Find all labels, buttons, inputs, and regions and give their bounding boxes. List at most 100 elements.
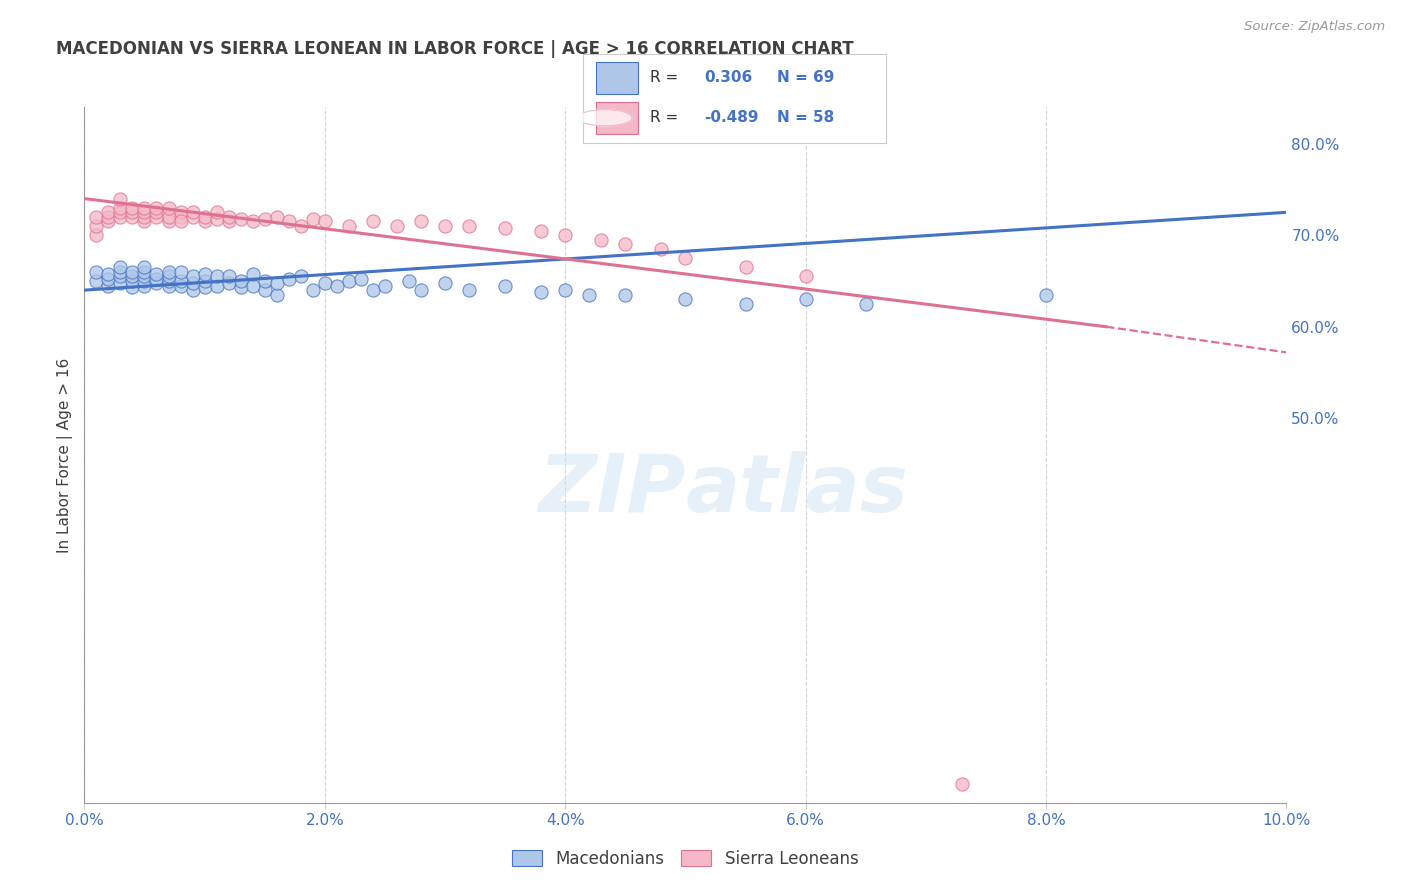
Point — [134, 274, 156, 288]
Point — [290, 219, 312, 233]
FancyBboxPatch shape — [596, 62, 638, 94]
Point — [218, 210, 240, 224]
Point — [253, 211, 276, 226]
Point — [169, 278, 191, 293]
Point — [194, 274, 217, 288]
Point — [194, 210, 217, 224]
Point — [110, 210, 132, 224]
Point — [121, 265, 143, 279]
Point — [385, 219, 408, 233]
Point — [110, 269, 132, 284]
Text: R =: R = — [650, 70, 683, 85]
Point — [218, 214, 240, 228]
Point — [530, 285, 553, 299]
Point — [494, 278, 516, 293]
Point — [121, 210, 143, 224]
Point — [110, 260, 132, 275]
Point — [242, 267, 264, 281]
Point — [205, 269, 228, 284]
Point — [409, 214, 432, 228]
Point — [181, 269, 204, 284]
Point — [157, 214, 180, 228]
Point — [337, 219, 360, 233]
Point — [229, 280, 252, 294]
Text: R =: R = — [650, 111, 683, 125]
Point — [181, 283, 204, 297]
Point — [86, 265, 108, 279]
Point — [86, 228, 108, 243]
Point — [121, 274, 143, 288]
Text: N = 58: N = 58 — [778, 111, 834, 125]
Point — [434, 219, 457, 233]
Point — [134, 214, 156, 228]
Point — [205, 211, 228, 226]
Point — [181, 205, 204, 219]
Point — [134, 205, 156, 219]
Point — [110, 192, 132, 206]
Point — [97, 205, 120, 219]
Point — [205, 205, 228, 219]
Point — [337, 274, 360, 288]
Legend: Macedonians, Sierra Leoneans: Macedonians, Sierra Leoneans — [506, 843, 865, 874]
Point — [301, 211, 323, 226]
Point — [675, 251, 697, 265]
Point — [361, 283, 384, 297]
Text: ZIP: ZIP — [538, 450, 686, 529]
Text: N = 69: N = 69 — [778, 70, 834, 85]
Point — [121, 280, 143, 294]
Point — [121, 205, 143, 219]
Point — [97, 278, 120, 293]
Point — [121, 201, 143, 215]
Point — [97, 210, 120, 224]
Point — [266, 287, 288, 301]
Point — [326, 278, 349, 293]
Point — [194, 280, 217, 294]
Point — [157, 269, 180, 284]
Point — [218, 269, 240, 284]
Point — [157, 210, 180, 224]
Point — [458, 283, 481, 297]
Point — [950, 777, 973, 791]
Point — [110, 276, 132, 290]
Point — [157, 278, 180, 293]
Point — [374, 278, 396, 293]
Point — [1035, 287, 1057, 301]
Point — [614, 237, 637, 252]
Point — [134, 210, 156, 224]
Point — [614, 287, 637, 301]
Point — [145, 272, 167, 286]
Point — [314, 214, 336, 228]
Point — [734, 297, 756, 311]
Point — [218, 276, 240, 290]
Point — [194, 267, 217, 281]
Point — [578, 287, 600, 301]
Point — [121, 269, 143, 284]
Point — [134, 278, 156, 293]
Y-axis label: In Labor Force | Age > 16: In Labor Force | Age > 16 — [58, 358, 73, 552]
Point — [398, 274, 420, 288]
Text: MACEDONIAN VS SIERRA LEONEAN IN LABOR FORCE | AGE > 16 CORRELATION CHART: MACEDONIAN VS SIERRA LEONEAN IN LABOR FO… — [56, 40, 853, 58]
Point — [97, 214, 120, 228]
Point — [242, 278, 264, 293]
Point — [97, 272, 120, 286]
Point — [494, 220, 516, 235]
Point — [554, 228, 576, 243]
Point — [409, 283, 432, 297]
Point — [157, 201, 180, 215]
Point — [169, 205, 191, 219]
Point — [794, 293, 817, 307]
Point — [554, 283, 576, 297]
FancyBboxPatch shape — [596, 102, 638, 134]
Point — [855, 297, 877, 311]
Point — [97, 267, 120, 281]
Point — [145, 276, 167, 290]
Point — [350, 272, 373, 286]
Point — [145, 205, 167, 219]
Text: atlas: atlas — [686, 450, 908, 529]
Point — [169, 210, 191, 224]
Point — [169, 265, 191, 279]
Text: -0.489: -0.489 — [704, 111, 759, 125]
Point — [734, 260, 756, 275]
Point — [301, 283, 323, 297]
Point — [134, 265, 156, 279]
